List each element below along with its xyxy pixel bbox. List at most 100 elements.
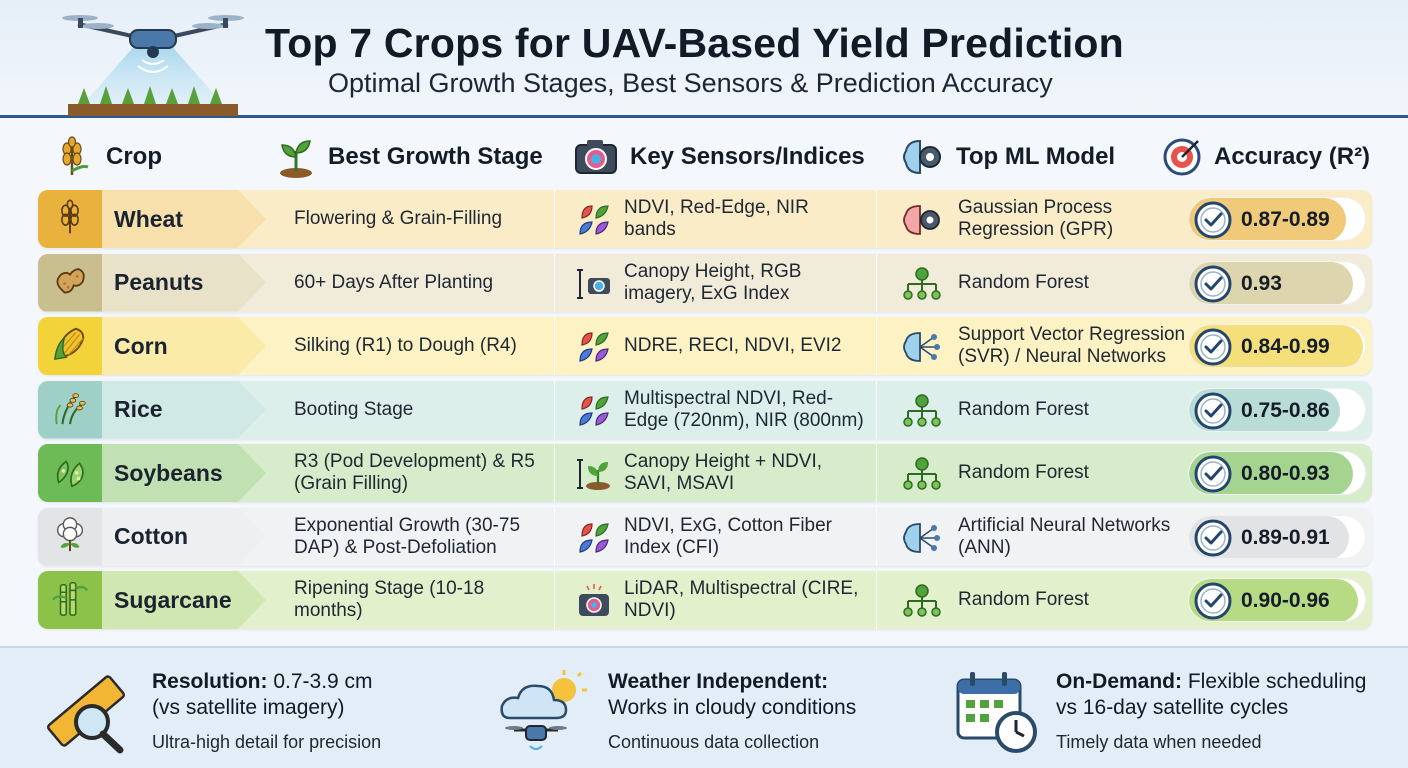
soybean-icon (51, 452, 89, 495)
check-circle-icon (1193, 454, 1233, 494)
wheat-icon (62, 136, 89, 175)
sprout-height-icon (576, 456, 612, 492)
benefit-weather-note: Continuous data collection (608, 732, 820, 752)
crop-icon-box (38, 380, 102, 439)
column-divider (876, 317, 877, 375)
check-circle-icon (1193, 518, 1233, 558)
page-subtitle: Optimal Growth Stages, Best Sensors & Pr… (328, 68, 1053, 98)
crop-cell: Wheat (38, 190, 266, 248)
column-header-accuracy: Accuracy (R²) (1162, 134, 1370, 180)
column-divider (554, 571, 555, 629)
crop-cell: Soybeans (38, 444, 266, 502)
sensor-indices: LiDAR, Multispectral (CIRE, NDVI) (624, 578, 859, 621)
check-circle-icon (1193, 327, 1233, 367)
corn-icon (51, 325, 89, 368)
ml-model: Support Vector Regression (SVR) / Neural… (958, 324, 1186, 367)
accuracy-value: 0.80-0.93 (1241, 462, 1330, 485)
ml-model: Random Forest (958, 589, 1089, 610)
column-label-accuracy: Accuracy (R²) (1214, 143, 1371, 170)
sensor-indices: Multispectral NDVI, Red-Edge (720nm), NI… (624, 387, 864, 431)
crop-icon-box (38, 444, 102, 502)
column-divider (554, 253, 555, 312)
footer-benefits: Resolution: 0.7-3.9 cm (vs satellite ima… (0, 646, 1408, 768)
benefit-resolution-note: Ultra-high detail for precision (152, 732, 382, 752)
growth-stage: R3 (Pod Development) & R5 (Grain Filling… (294, 451, 535, 494)
column-divider (554, 507, 555, 566)
drone-field-icon (62, 15, 244, 116)
tree-diagram-icon (900, 393, 944, 429)
table-row: Soybeans R3 (Pod Development) & R5 (Grain… (38, 444, 1372, 502)
crop-cell: Peanuts (38, 253, 266, 312)
leaves-icon (576, 329, 612, 365)
column-header-stage: Best Growth Stage (276, 134, 543, 180)
growth-stage: 60+ Days After Planting (294, 271, 494, 293)
column-header-crop: Crop (50, 134, 162, 180)
ml-model: Artificial Neural Networks (ANN) (958, 514, 1171, 558)
column-header-sensors: Key Sensors/Indices (574, 134, 865, 180)
growth-stage: Booting Stage (294, 398, 414, 420)
crop-cell: Cotton (38, 507, 266, 566)
crop-icon-box (38, 317, 102, 375)
brain-gear-icon (903, 139, 941, 175)
check-circle-icon (1193, 391, 1233, 431)
crop-name: Peanuts (114, 269, 204, 295)
column-header-model: Top ML Model (900, 134, 1115, 180)
accuracy-value: 0.90-0.96 (1241, 589, 1330, 612)
column-divider (876, 507, 877, 566)
camera-height-icon (576, 266, 612, 302)
check-circle-icon (1193, 264, 1233, 304)
ml-model: Random Forest (958, 398, 1089, 420)
sensor-indices: Canopy Height, RGB imagery, ExG Index (624, 260, 802, 304)
column-divider (876, 444, 877, 502)
accuracy-value: 0.89-0.91 (1241, 525, 1330, 549)
camera-icon (575, 140, 617, 174)
crop-icon-box (38, 253, 102, 312)
crop-name: Rice (114, 396, 163, 422)
growth-stage: Exponential Growth (30-75 DAP) & Post-De… (294, 514, 521, 558)
leaves-icon (576, 393, 612, 429)
crop-name: Corn (114, 332, 168, 359)
leaves-icon (576, 202, 612, 238)
brain-network-icon (900, 520, 944, 556)
accuracy-value: 0.87-0.89 (1241, 208, 1330, 231)
crop-name: Soybeans (114, 459, 223, 486)
benefit-on-demand-line2: vs 16-day satellite cycles (1056, 696, 1289, 719)
benefit-resolution-title: Resolution: 0.7-3.9 cm (152, 670, 373, 693)
crop-name: Wheat (114, 205, 183, 232)
column-label-sensors: Key Sensors/Indices (630, 143, 865, 170)
crop-cell: Rice (38, 380, 266, 439)
column-label-crop: Crop (106, 143, 162, 170)
table-row: Corn Silking (R1) to Dough (R4) NDRE, RECI… (38, 317, 1372, 375)
leaves-icon (576, 520, 612, 556)
peanut-icon (52, 262, 88, 303)
camera-icon (576, 583, 612, 619)
table-row: Sugarcane Ripening Stage (10-18 months) Li… (38, 571, 1372, 629)
accuracy-badge: 0.80-0.93 (1188, 451, 1366, 495)
accuracy-value: 0.93 (1241, 271, 1282, 295)
accuracy-badge: 0.87-0.89 (1188, 197, 1366, 241)
crop-name: Sugarcane (114, 586, 232, 613)
sprout-icon (280, 140, 312, 178)
table-row: Wheat Flowering & Grain-Filling NDVI, Red-… (38, 190, 1372, 248)
target-icon (1163, 138, 1201, 176)
growth-stage: Silking (R1) to Dough (R4) (294, 335, 517, 356)
cloud-drone-icon (500, 670, 587, 750)
crop-cell: Sugarcane (38, 571, 266, 629)
growth-stage: Ripening Stage (10-18 months) (294, 578, 485, 621)
crop-icon-box (38, 190, 102, 248)
accuracy-badge: 0.84-0.99 (1188, 324, 1366, 368)
sensor-indices: Canopy Height + NDVI, SAVI, MSAVI (624, 451, 823, 494)
table-row: Cotton Exponential Growth (30-75 DAP) & P… (38, 507, 1372, 566)
brain-network-icon (900, 329, 944, 365)
accuracy-badge: 0.90-0.96 (1188, 578, 1366, 622)
header-banner: Top 7 Crops for UAV-Based Yield Predicti… (0, 0, 1408, 118)
accuracy-value: 0.84-0.99 (1241, 335, 1330, 358)
crop-cell: Corn (38, 317, 266, 375)
column-divider (876, 190, 877, 248)
benefit-on-demand-note: Timely data when needed (1056, 732, 1262, 752)
check-circle-icon (1193, 200, 1233, 240)
tree-diagram-icon (900, 266, 944, 302)
sensor-indices: NDRE, RECI, NDVI, EVI2 (624, 335, 842, 356)
growth-stage: Flowering & Grain-Filling (294, 208, 503, 229)
column-divider (554, 190, 555, 248)
